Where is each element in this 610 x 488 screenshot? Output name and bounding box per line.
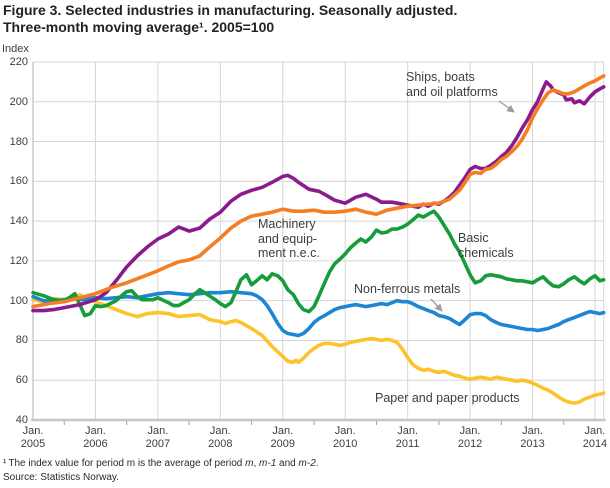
basic-chemicals-label: Basic chemicals xyxy=(458,231,514,260)
annotation-arrows xyxy=(430,100,515,312)
chart-title-line2: Three-month moving average¹. 2005=100 xyxy=(3,19,275,35)
x-axis-tick-label: Jan. 2013 xyxy=(520,425,545,450)
y-axis-tick-label: 80 xyxy=(15,334,28,347)
series-line-paper-and-paper-products xyxy=(31,292,606,405)
y-axis-title: Index xyxy=(2,43,29,55)
ships-label: Ships, boats and oil platforms xyxy=(406,70,498,99)
footnote-segment: m-2 xyxy=(298,458,316,469)
y-axis-tick-label: 220 xyxy=(9,56,28,68)
data-series-lines xyxy=(31,74,606,405)
series-line-ships-boats-and-oil-platforms xyxy=(31,80,606,313)
non-ferrous-label: Non-ferrous metals xyxy=(354,282,461,296)
y-axis-tick-label: 140 xyxy=(9,215,28,228)
y-axis-tick-label: 40 xyxy=(15,414,28,426)
x-axis-tick-label: Jan. 2008 xyxy=(208,425,233,450)
footnote-segment: m xyxy=(245,458,254,469)
chart-title: Figure 3. Selected industries in manufac… xyxy=(3,2,603,36)
x-axis-tick-label: Jan. 2011 xyxy=(395,425,420,450)
x-axis-tick-label: Jan. 2005 xyxy=(20,425,46,450)
x-axis-tick-label: Jan. 2010 xyxy=(332,425,358,450)
chart-title-line1: Figure 3. Selected industries in manufac… xyxy=(3,2,458,18)
x-axis-tick-label: Jan. 2014 xyxy=(582,425,608,450)
y-axis-tick-label: 180 xyxy=(9,135,28,148)
x-axis-tick-label: Jan. 2009 xyxy=(270,425,295,450)
series-line-machinery-and-equipment-nec xyxy=(31,74,606,309)
footnote-segment: m-1 xyxy=(259,458,277,469)
x-axis-tick-label: Jan. 2012 xyxy=(457,425,483,450)
y-axis-tick-label: 200 xyxy=(9,95,28,108)
series-line-basic-chemicals xyxy=(31,209,606,318)
paper-label: Paper and paper products xyxy=(375,391,520,405)
series-line-non-ferrous-metals xyxy=(31,289,606,338)
annotation-arrow-icon xyxy=(430,298,443,312)
y-axis-tick-label: 60 xyxy=(15,374,28,387)
footnote-segment: and xyxy=(276,458,299,469)
machinery-label: Machinery and equip-ment n.e.c. xyxy=(258,217,320,260)
y-axis-tick-label: 120 xyxy=(9,254,28,267)
footnote: ¹ The index value for period m is the av… xyxy=(3,458,319,469)
gridlines xyxy=(31,61,606,425)
y-axis-tick-label: 160 xyxy=(9,175,28,188)
footnote-segment: ¹ The index value for period m is the av… xyxy=(3,458,246,469)
y-axis-tick-label: 100 xyxy=(9,294,28,307)
footnote-segment: , xyxy=(253,458,260,469)
source-line: Source: Statistics Norway. xyxy=(3,472,119,483)
x-axis-tick-label: Jan. 2006 xyxy=(83,425,108,450)
annotation-arrow-icon xyxy=(498,100,515,113)
footnote-segment: . xyxy=(315,458,319,469)
x-axis-tick-label: Jan. 2007 xyxy=(145,425,171,450)
